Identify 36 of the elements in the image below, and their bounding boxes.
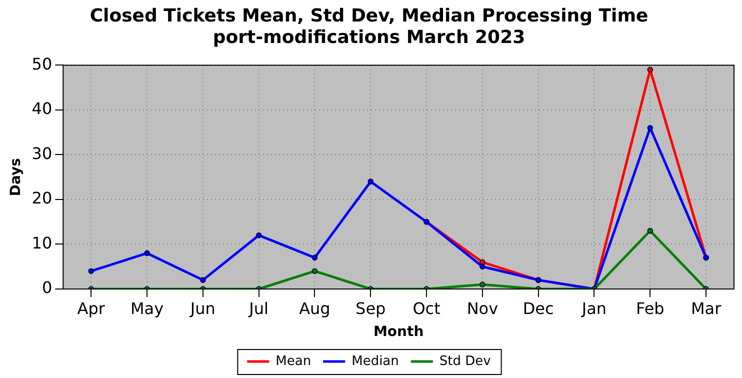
point	[480, 264, 486, 270]
x-tick-label: Oct	[412, 298, 440, 318]
x-tick-label: Aug	[299, 298, 330, 318]
point	[312, 254, 318, 261]
x-tick-label: Dec	[522, 298, 554, 318]
y-tick-label: 20	[32, 188, 52, 208]
point	[312, 268, 318, 274]
point	[647, 66, 654, 73]
x-tick-label: Mar	[690, 298, 722, 318]
point	[480, 282, 486, 288]
x-tick-label: Jul	[248, 298, 268, 318]
x-tick-label: May	[130, 298, 164, 318]
x-tick-label: Jan	[580, 298, 607, 318]
y-tick-label: 40	[32, 99, 52, 118]
point	[368, 178, 374, 184]
x-tick-label: Feb	[636, 298, 664, 318]
x-tick-label: Nov	[466, 298, 498, 318]
point	[144, 250, 150, 256]
legend-label: Std Dev	[439, 354, 492, 369]
x-tick-label: Jun	[189, 298, 216, 318]
legend-label: Mean	[276, 354, 312, 369]
x-tick-label: Apr	[77, 298, 106, 318]
legend-label: Median	[352, 354, 399, 369]
point	[88, 268, 94, 274]
point	[256, 232, 262, 238]
point	[647, 124, 654, 131]
x-axis-title: Month	[373, 324, 424, 340]
y-tick-label: 50	[32, 54, 52, 74]
y-tick-label: 10	[32, 233, 52, 252]
y-axis-title: Days	[8, 158, 24, 196]
x-tick-label: Sep	[356, 298, 386, 318]
point	[647, 228, 654, 234]
point	[200, 277, 206, 283]
y-tick-label: 0	[42, 278, 52, 298]
y-tick-label: 30	[32, 144, 52, 163]
chart-title: Closed Tickets Mean, Std Dev, Median Processing Time port-modifications March 2023	[90, 5, 648, 48]
